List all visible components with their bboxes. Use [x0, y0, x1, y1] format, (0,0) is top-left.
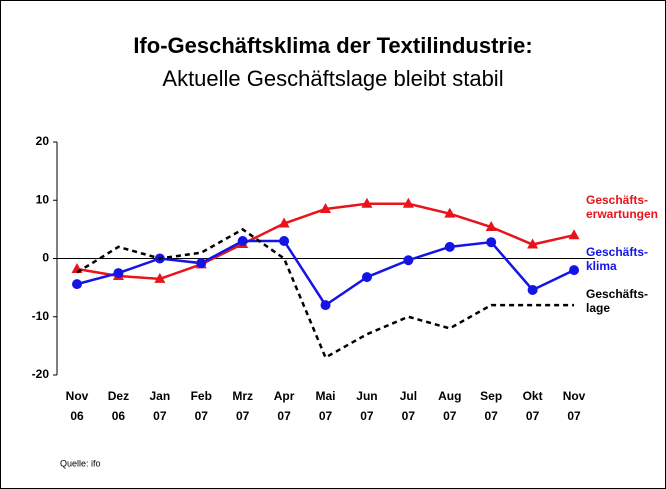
source: Quelle: ifo	[60, 458, 101, 468]
legend-label: Geschäfts-klima	[586, 245, 649, 273]
x-tick-label: Mai 07	[315, 389, 336, 423]
marker	[403, 255, 414, 266]
legend-label: Geschäfts-lage	[586, 287, 649, 315]
marker	[113, 268, 124, 279]
marker	[444, 241, 455, 252]
x-tick-label: Okt 07	[522, 389, 543, 423]
marker	[569, 265, 580, 276]
marker	[402, 197, 414, 208]
marker	[361, 272, 372, 283]
marker	[320, 300, 331, 311]
marker	[568, 229, 580, 240]
marker	[527, 284, 538, 295]
marker	[154, 272, 166, 283]
x-tick-label: Feb 07	[190, 389, 212, 423]
x-tick-label: Dez 06	[107, 389, 130, 423]
x-tick-label: Nov 07	[562, 389, 586, 423]
y-tick-label: -20	[32, 367, 50, 381]
marker	[485, 221, 497, 232]
marker	[279, 236, 290, 247]
x-tick-label: Apr 07	[273, 389, 295, 423]
y-tick-label: 10	[36, 192, 50, 206]
marker	[320, 202, 332, 213]
x-tick-label: Jan 07	[149, 389, 171, 423]
marker	[72, 279, 82, 290]
marker	[196, 258, 207, 269]
x-tick-label: Aug 07	[438, 389, 462, 423]
y-tick-label: 20	[36, 134, 50, 148]
x-tick-label: Sep 07	[480, 389, 503, 423]
marker	[486, 237, 497, 248]
marker	[361, 197, 373, 208]
marker	[444, 207, 456, 218]
x-tick-label: Nov 06	[65, 389, 89, 423]
series-line	[76, 227, 575, 360]
marker	[237, 236, 248, 247]
chart-title: Ifo-Geschäftsklima der Textilindustrie:	[133, 33, 532, 58]
y-tick-label: -10	[32, 309, 50, 323]
x-tick-label: Jun 07	[356, 389, 378, 423]
chart-subtitle: Aktuelle Geschäftslage bleibt stabil	[162, 66, 503, 91]
legend-label: Geschäfts-erwartungen	[586, 193, 659, 221]
marker	[527, 238, 539, 249]
x-tick-label: Jul 07	[399, 389, 418, 423]
y-tick-label: 0	[42, 251, 49, 265]
marker	[278, 217, 290, 228]
x-tick-label: Mrz 07	[232, 389, 253, 423]
